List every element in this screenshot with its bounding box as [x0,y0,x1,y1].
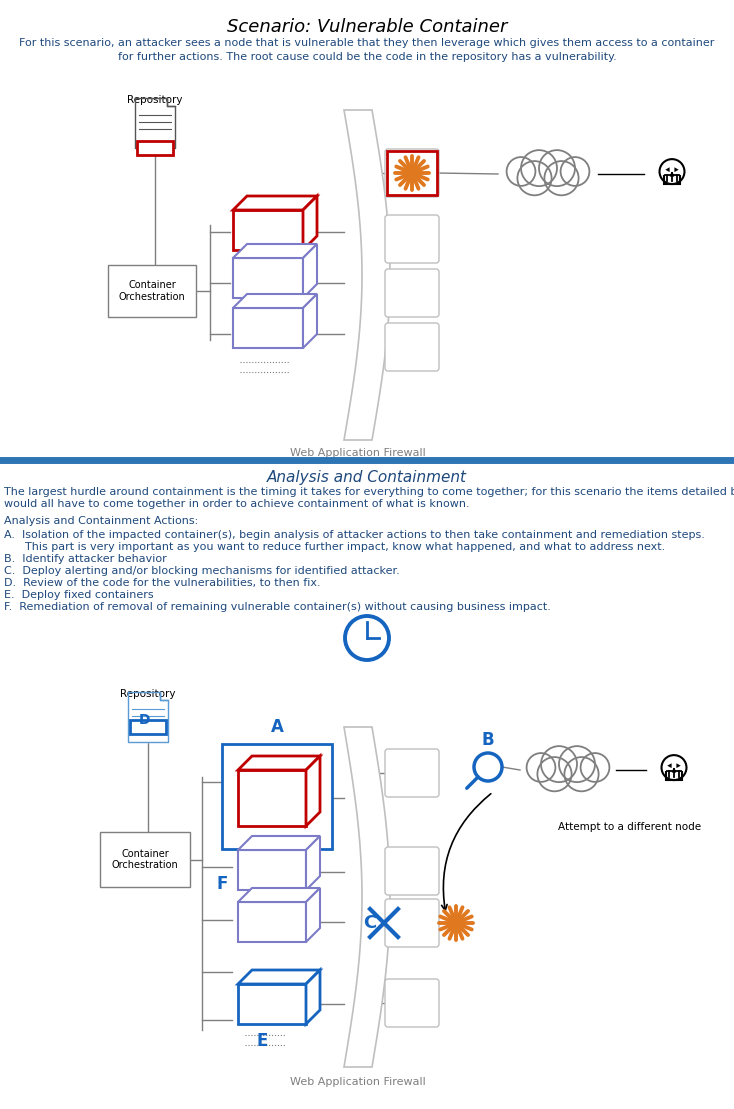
FancyBboxPatch shape [385,215,439,263]
Polygon shape [233,196,317,210]
Circle shape [561,157,589,186]
Polygon shape [306,970,320,1024]
Polygon shape [303,244,317,298]
Text: B.  Identify attacker behavior: B. Identify attacker behavior [4,554,167,564]
Polygon shape [128,692,168,742]
Text: This part is very important as you want to reduce further impact, know what happ: This part is very important as you want … [4,542,665,552]
Circle shape [474,753,502,781]
Circle shape [581,753,609,782]
Text: A.  Isolation of the impacted container(s), begin analysis of attacker actions t: A. Isolation of the impacted container(s… [4,530,705,540]
Circle shape [345,615,389,660]
Text: Container
Orchestration: Container Orchestration [112,848,178,871]
FancyBboxPatch shape [385,269,439,317]
FancyBboxPatch shape [385,323,439,372]
Circle shape [506,157,535,186]
Text: B: B [482,731,494,749]
Text: For this scenario, an attacker sees a node that is vulnerable that they then lev: For this scenario, an attacker sees a no… [19,38,715,48]
Text: Container
Orchestration: Container Orchestration [119,281,186,302]
FancyBboxPatch shape [385,899,439,947]
Text: would all have to come together in order to achieve containment of what is known: would all have to come together in order… [4,499,470,509]
Polygon shape [344,110,390,440]
Polygon shape [135,98,175,147]
FancyBboxPatch shape [130,720,166,734]
Polygon shape [238,902,306,942]
Text: D: D [139,713,150,728]
Circle shape [526,753,556,782]
FancyBboxPatch shape [100,832,190,887]
Polygon shape [238,888,320,902]
Circle shape [564,757,599,792]
Text: Repository: Repository [127,95,183,105]
Polygon shape [675,167,679,172]
Circle shape [517,161,551,195]
Polygon shape [233,210,303,250]
Circle shape [521,150,557,186]
Circle shape [661,755,686,780]
Text: The largest hurdle around containment is the timing it takes for everything to c: The largest hurdle around containment is… [4,487,734,497]
Polygon shape [306,756,320,826]
Circle shape [537,757,572,792]
Polygon shape [233,258,303,298]
Polygon shape [677,763,680,769]
Text: Scenario: Vulnerable Container: Scenario: Vulnerable Container [227,18,507,35]
Polygon shape [667,763,672,769]
Text: F.  Remediation of removal of remaining vulnerable container(s) without causing : F. Remediation of removal of remaining v… [4,602,551,612]
Polygon shape [344,728,390,1067]
Text: C: C [363,914,377,932]
Polygon shape [233,308,303,348]
FancyBboxPatch shape [385,979,439,1027]
FancyBboxPatch shape [385,847,439,895]
Text: for further actions. The root cause could be the code in the repository has a vu: for further actions. The root cause coul… [117,52,617,62]
Circle shape [660,159,685,184]
Text: Web Application Firewall: Web Application Firewall [290,1077,426,1087]
Text: A: A [271,718,283,736]
Circle shape [539,150,575,186]
Text: E: E [256,1032,268,1050]
Polygon shape [238,984,306,1024]
Polygon shape [306,888,320,942]
Text: Analysis and Containment Actions:: Analysis and Containment Actions: [4,516,198,526]
FancyBboxPatch shape [222,744,332,849]
Text: Analysis and Containment: Analysis and Containment [267,470,467,485]
Polygon shape [665,167,669,172]
Polygon shape [238,756,320,770]
Text: F: F [217,875,228,893]
Text: Web Application Firewall: Web Application Firewall [290,448,426,458]
Polygon shape [238,970,320,984]
FancyBboxPatch shape [385,149,439,197]
Text: Container Isolation: Container Isolation [231,747,323,757]
Circle shape [545,161,578,195]
Polygon shape [306,836,320,891]
FancyBboxPatch shape [385,749,439,797]
Text: E.  Deploy fixed containers: E. Deploy fixed containers [4,590,153,600]
FancyBboxPatch shape [108,265,196,317]
Polygon shape [233,294,317,308]
Polygon shape [233,244,317,258]
Polygon shape [303,294,317,348]
Text: D.  Review of the code for the vulnerabilities, to then fix.: D. Review of the code for the vulnerabil… [4,578,321,588]
Polygon shape [238,849,306,891]
Polygon shape [238,770,306,826]
Circle shape [541,746,577,782]
Circle shape [559,746,595,782]
Polygon shape [238,836,320,849]
FancyBboxPatch shape [137,141,173,155]
Text: Attempt to a different node: Attempt to a different node [558,822,701,832]
Text: C.  Deploy alerting and/or blocking mechanisms for identified attacker.: C. Deploy alerting and/or blocking mecha… [4,566,400,576]
Text: Repository: Repository [120,689,175,699]
Polygon shape [303,196,317,250]
